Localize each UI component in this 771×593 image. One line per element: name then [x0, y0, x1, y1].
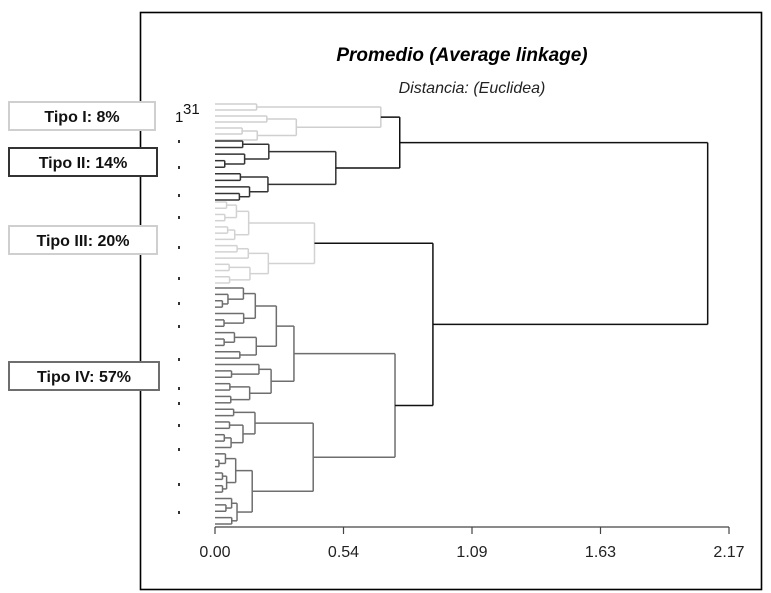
x-tick-label: 1.63	[585, 544, 616, 561]
tipo-i-label-box	[8, 101, 156, 131]
leaf-tick	[178, 358, 180, 361]
leaf-marker-superscript: 31	[183, 101, 200, 118]
leaf-tick	[178, 483, 180, 486]
tipo-iv-label-box	[8, 361, 160, 391]
leaf-tick	[178, 216, 180, 219]
leaf-tick	[178, 387, 180, 390]
leaf-tick	[178, 402, 180, 405]
leaf-tick	[178, 194, 180, 197]
chart-subtitle: Distancia: (Euclidea)	[399, 80, 546, 97]
leaf-tick	[178, 166, 180, 169]
leaf-tick	[178, 424, 180, 427]
tipo-i-label: Tipo I: 8%	[44, 109, 119, 126]
x-axis: 0.00 0.54 1.09 1.63 2.17	[199, 526, 745, 561]
dendrogram-tree	[178, 103, 709, 525]
leaf-marker: 1	[175, 109, 183, 126]
chart-title: Promedio (Average linkage)	[336, 45, 587, 66]
leaf-tick	[178, 325, 180, 328]
x-tick-label: 1.09	[456, 544, 487, 561]
leaf-tick	[178, 448, 180, 451]
tipo-iii-label: Tipo III: 20%	[36, 233, 129, 250]
tipo-ii-label-box	[8, 147, 158, 177]
x-tick-label: 2.17	[713, 544, 744, 561]
tipo-iii-label-box	[8, 225, 158, 255]
leaf-tick	[178, 277, 180, 280]
cluster-labels: Tipo I: 8% Tipo II: 14% Tipo III: 20% Tipo …	[8, 101, 160, 391]
x-tick-label: 0.00	[199, 544, 230, 561]
x-tick-label: 0.54	[328, 544, 359, 561]
leaf-tick	[178, 302, 180, 305]
leaf-tick	[178, 246, 180, 249]
tipo-iv-label: Tipo IV: 57%	[37, 369, 131, 386]
leaf-tick	[178, 511, 180, 514]
tipo-ii-label: Tipo II: 14%	[39, 155, 128, 172]
plot-frame	[139, 11, 763, 591]
leaf-tick	[178, 140, 180, 143]
